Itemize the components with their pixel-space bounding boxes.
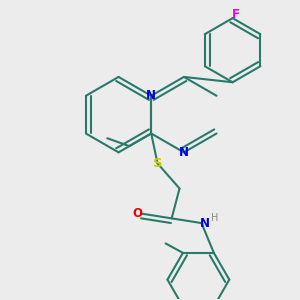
- Text: H: H: [211, 213, 219, 224]
- Text: N: N: [200, 217, 210, 230]
- Text: S: S: [153, 157, 162, 170]
- Text: O: O: [133, 207, 143, 220]
- Text: F: F: [232, 8, 240, 22]
- Text: N: N: [179, 146, 189, 159]
- Text: N: N: [146, 89, 156, 102]
